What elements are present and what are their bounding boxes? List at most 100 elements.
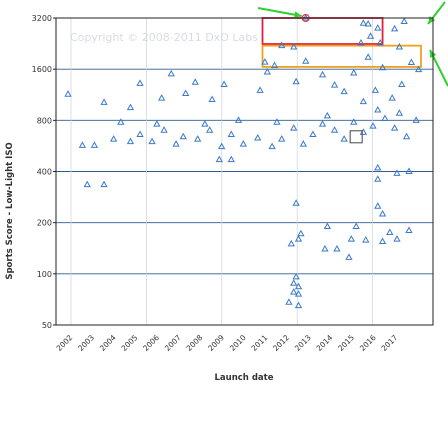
data-point (292, 77, 300, 85)
data-point (299, 140, 307, 147)
data-point (278, 41, 286, 49)
data-point (378, 209, 387, 217)
data-point (78, 141, 87, 148)
data-point (340, 135, 348, 142)
data-point (191, 78, 199, 85)
data-point (278, 135, 286, 142)
data-point (239, 140, 247, 147)
data-point (292, 199, 300, 206)
data-point (318, 70, 327, 78)
data-point (117, 118, 125, 125)
x-tick-label: 2009 (206, 333, 226, 353)
data-point (318, 120, 327, 127)
y-tick-label: 1600 (32, 65, 52, 74)
data-point (90, 141, 99, 148)
data-point (302, 57, 310, 64)
data-point (393, 235, 401, 242)
data-point (167, 69, 175, 77)
x-axis-label: Launch date (215, 373, 274, 383)
data-point (206, 126, 214, 133)
data-point (393, 169, 401, 176)
watermark: Copyright © 2008-2011 DxO Labs (70, 31, 258, 44)
data-point (268, 142, 276, 150)
data-point (376, 38, 384, 46)
highlight-box-orange (261, 44, 422, 68)
data-point (227, 155, 235, 163)
data-point (215, 155, 223, 163)
data-point (194, 135, 202, 142)
data-point (136, 130, 144, 138)
data-point (64, 90, 72, 97)
data-point (153, 120, 161, 127)
data-point (357, 38, 365, 46)
data-point (290, 288, 298, 295)
data-point (395, 42, 404, 50)
data-point (254, 133, 262, 141)
data-point (402, 132, 411, 140)
data-point (208, 95, 216, 103)
data-point (100, 98, 108, 105)
data-point (330, 81, 339, 88)
data-point (323, 222, 331, 229)
x-tick-label: 2004 (98, 333, 118, 353)
data-point (227, 130, 235, 138)
data-point (160, 126, 168, 133)
data-point (359, 128, 368, 135)
data-point (290, 279, 298, 286)
data-point (83, 180, 91, 188)
selected-point-box (349, 130, 363, 144)
data-point (294, 301, 303, 309)
data-point (352, 222, 360, 229)
data-point (294, 290, 303, 297)
data-point (364, 53, 372, 60)
data-point (400, 17, 408, 25)
x-tick-labels: 2002 2003 2004 2005 2006 2007 2008 2009 2010 2011… (55, 333, 400, 353)
data-point (405, 226, 413, 233)
y-tick-label: 800 (37, 116, 52, 125)
y-tick-labels: 50 100 200 400 800 1600 3200 (32, 14, 56, 330)
y-tick-label: 100 (37, 270, 52, 279)
data-point (179, 132, 187, 140)
data-point (395, 109, 404, 116)
data-point (256, 86, 264, 93)
x-tick-label: 2016 (358, 333, 378, 353)
data-point (323, 111, 331, 119)
data-point (309, 130, 317, 138)
data-point (126, 103, 135, 111)
data-point (292, 272, 300, 280)
data-point (378, 237, 387, 244)
data-point (398, 80, 406, 87)
data-point (321, 244, 329, 252)
x-tick-label: 2011 (250, 333, 270, 353)
x-tick-label: 2007 (163, 333, 183, 353)
data-point (261, 58, 269, 65)
data-point (366, 32, 375, 39)
data-point (340, 87, 348, 95)
data-point (273, 118, 281, 125)
data-point (414, 65, 423, 73)
data-point (374, 175, 382, 182)
data-point (201, 120, 209, 127)
x-tick-label: 2017 (380, 333, 400, 353)
data-point (182, 89, 190, 97)
data-point (294, 282, 303, 290)
data-point (369, 122, 377, 129)
data-point (374, 202, 382, 209)
data-point (100, 180, 108, 188)
data-point (172, 140, 180, 147)
annotation-arrow (257, 7, 302, 17)
y-tick-label: 200 (37, 219, 52, 228)
data-point (374, 105, 382, 113)
data-point (297, 229, 305, 237)
data-point (390, 24, 399, 32)
data-point (290, 42, 298, 50)
data-point (390, 124, 399, 131)
data-point (218, 142, 226, 150)
data-point (381, 114, 389, 122)
data-point (285, 298, 293, 305)
x-tick-label: 2005 (120, 333, 140, 353)
highlight-boxes (261, 17, 422, 68)
data-point (378, 63, 387, 71)
data-point (263, 67, 271, 75)
